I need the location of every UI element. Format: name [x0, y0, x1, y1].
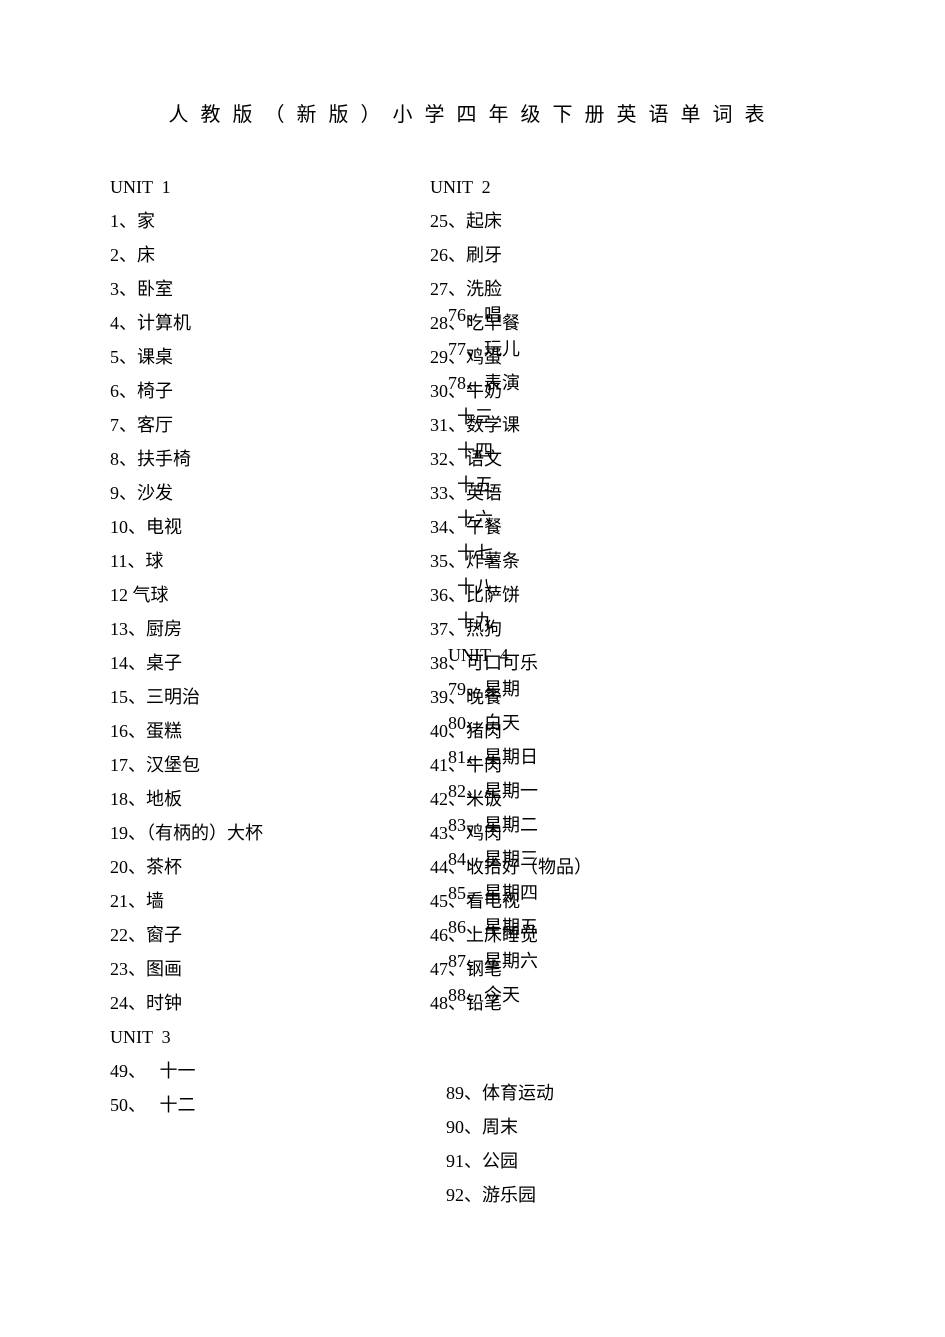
vocab-item: 17、汉堡包: [110, 748, 263, 782]
vocab-item: 78、表演: [448, 366, 520, 400]
column-right-overlay1: 76、唱77、玩儿78、表演 十三 十四 十五 十六 十七 十八 十九: [448, 298, 520, 638]
vocab-item: 十三: [448, 400, 520, 434]
vocab-item: 18、地板: [110, 782, 263, 816]
vocab-item: 88、今天: [448, 978, 538, 1012]
vocab-item: 13、厨房: [110, 612, 263, 646]
vocab-item: 79、星期: [448, 672, 538, 706]
vocab-item: 77、玩儿: [448, 332, 520, 366]
vocab-item: 十六: [448, 502, 520, 536]
vocab-item: 23、图画: [110, 952, 263, 986]
unit-heading: UNIT 2: [430, 170, 592, 204]
vocab-item: 82、星期一: [448, 774, 538, 808]
page-title: 人教版（新版）小学四年级下册英语单词表: [0, 98, 945, 127]
vocab-item: 91、公园: [446, 1144, 554, 1178]
vocab-item: 十九: [448, 604, 520, 638]
vocab-item: 50、 十二: [110, 1088, 263, 1122]
vocab-item: 6、椅子: [110, 374, 263, 408]
column-right-overlay2: UNIT 479、星期80、白天81、星期日82、星期一83、星期二84、星期三…: [448, 638, 538, 1012]
vocab-item: 5、课桌: [110, 340, 263, 374]
vocab-item: 12 气球: [110, 578, 263, 612]
vocab-item: 16、蛋糕: [110, 714, 263, 748]
vocab-item: 87、星期六: [448, 944, 538, 978]
vocab-item: 9、沙发: [110, 476, 263, 510]
vocab-item: 20、茶杯: [110, 850, 263, 884]
vocab-item: 3、卧室: [110, 272, 263, 306]
column-left: UNIT 11、家2、床3、卧室4、计算机5、课桌6、椅子7、客厅8、扶手椅9、…: [110, 170, 263, 1122]
vocab-item: 49、 十一: [110, 1054, 263, 1088]
vocab-item: 15、三明治: [110, 680, 263, 714]
vocab-item: 十七: [448, 536, 520, 570]
vocab-item: 10、电视: [110, 510, 263, 544]
vocab-item: 89、体育运动: [446, 1076, 554, 1110]
vocab-item: 4、计算机: [110, 306, 263, 340]
column-right-bottom: 89、体育运动90、周末91、公园92、游乐园: [446, 1076, 554, 1212]
vocab-item: 24、时钟: [110, 986, 263, 1020]
vocab-item: 十四: [448, 434, 520, 468]
vocab-item: 80、白天: [448, 706, 538, 740]
vocab-item: 26、刷牙: [430, 238, 592, 272]
unit-heading: UNIT 1: [110, 170, 263, 204]
vocab-item: 21、墙: [110, 884, 263, 918]
unit-heading: UNIT 3: [110, 1020, 263, 1054]
vocab-item: 76、唱: [448, 298, 520, 332]
vocab-item: 92、游乐园: [446, 1178, 554, 1212]
vocab-item: 83、星期二: [448, 808, 538, 842]
vocab-item: 84、星期三: [448, 842, 538, 876]
vocab-item: 81、星期日: [448, 740, 538, 774]
vocab-item: 25、起床: [430, 204, 592, 238]
vocab-item: 11、球: [110, 544, 263, 578]
vocab-item: 85、星期四: [448, 876, 538, 910]
vocab-item: 8、扶手椅: [110, 442, 263, 476]
vocab-item: 19、（有柄的）大杯: [110, 816, 263, 850]
document-page: 人教版（新版）小学四年级下册英语单词表 UNIT 11、家2、床3、卧室4、计算…: [0, 0, 945, 1337]
vocab-item: 22、窗子: [110, 918, 263, 952]
vocab-item: 86、星期五: [448, 910, 538, 944]
vocab-item: 十五: [448, 468, 520, 502]
unit-heading: UNIT 4: [448, 638, 538, 672]
vocab-item: 2、床: [110, 238, 263, 272]
vocab-item: 90、周末: [446, 1110, 554, 1144]
vocab-item: 1、家: [110, 204, 263, 238]
vocab-item: 7、客厅: [110, 408, 263, 442]
vocab-item: 14、桌子: [110, 646, 263, 680]
vocab-item: 十八: [448, 570, 520, 604]
